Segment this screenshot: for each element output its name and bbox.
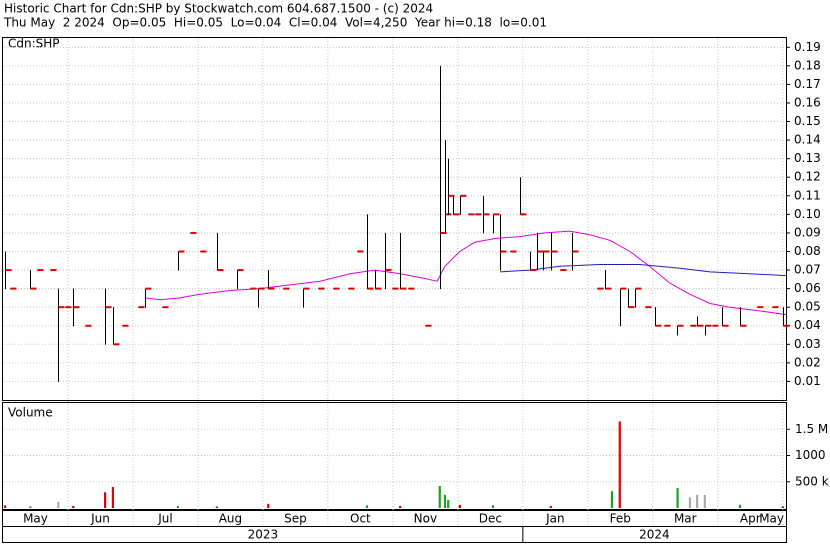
x-tick-label: May [759,512,784,526]
y-tick-label: 0.11 [794,188,821,202]
volume-bar [57,501,60,508]
volume-bar [176,505,179,508]
volume-bar [111,487,115,508]
y-tick-label: 1.5 M [795,422,828,436]
x-tick-label: May [23,512,48,526]
y-tick-label: 0.14 [794,133,821,147]
y-tick-label: 0.18 [794,58,821,72]
symbol-label: Cdn:SHP [8,37,60,51]
volume-bar [703,494,706,508]
volume-label: Volume [8,406,53,420]
y-tick-label: 500 k [795,474,829,488]
volume-bar [267,503,270,508]
x-tick-label: Aug [219,512,242,526]
volume-bar [447,500,450,508]
price-panel [2,37,787,401]
x-tick-label: Jan [545,512,565,526]
y-tick-label: 0.09 [794,225,821,239]
x-tick-label: Feb [610,512,631,526]
y-tick-label: 0.15 [794,114,821,128]
x-tick-label: Sep [284,512,307,526]
y-tick-label: 0.13 [794,151,821,165]
y-tick-label: 0.03 [794,337,821,351]
x-tick-label: Mar [674,512,697,526]
volume-bar [618,421,621,508]
x-tick-label: Jun [90,512,110,526]
y-tick-label: 0.07 [794,263,821,277]
x-tick-label: Jul [157,512,172,526]
y-tick-label: 0.17 [794,77,821,91]
x-tick-label: Oct [350,512,371,526]
y-tick-label: 0.04 [794,318,821,332]
volume-bar [676,488,679,508]
chart-subtitle: Thu May 2 2024 Op=0.05 Hi=0.05 Lo=0.04 C… [3,16,547,30]
y-tick-label: 0.10 [794,207,821,221]
volume-bar [695,494,699,508]
volume-bar [443,494,447,508]
y-tick-label: 0.16 [794,95,821,109]
y-tick-label: 0.08 [794,244,821,258]
volume-bar [458,504,462,508]
volume-bar [549,505,552,508]
x-tick-label: Dec [479,512,502,526]
volume-bar [365,505,369,508]
year-label: 2024 [639,528,670,542]
volume-bar [491,505,495,508]
volume-bar [72,505,75,508]
year-label: 2023 [248,528,279,542]
y-tick-label: 1000 k [795,448,830,462]
volume-bar [104,492,107,508]
chart-title: Historic Chart for Cdn:SHP by Stockwatch… [4,2,433,16]
volume-bar [688,497,692,508]
volume-bar [3,505,7,508]
volume-bar [399,505,402,508]
volume-bar [29,506,32,508]
moving-average [500,264,787,277]
volume-bar [738,504,742,508]
y-tick-label: 0.06 [794,281,821,295]
volume-bar [610,491,614,508]
y-tick-label: 0.19 [794,40,821,54]
y-tick-label: 0.05 [794,300,821,314]
y-tick-label: 0.01 [794,374,821,388]
y-tick-label: 0.12 [794,170,821,184]
x-tick-label: Apr [740,512,761,526]
volume-bar [781,506,784,508]
volume-bar [215,506,218,508]
y-tick-label: 0.02 [794,355,821,369]
volume-bar [438,485,441,508]
x-tick-label: Nov [414,512,437,526]
